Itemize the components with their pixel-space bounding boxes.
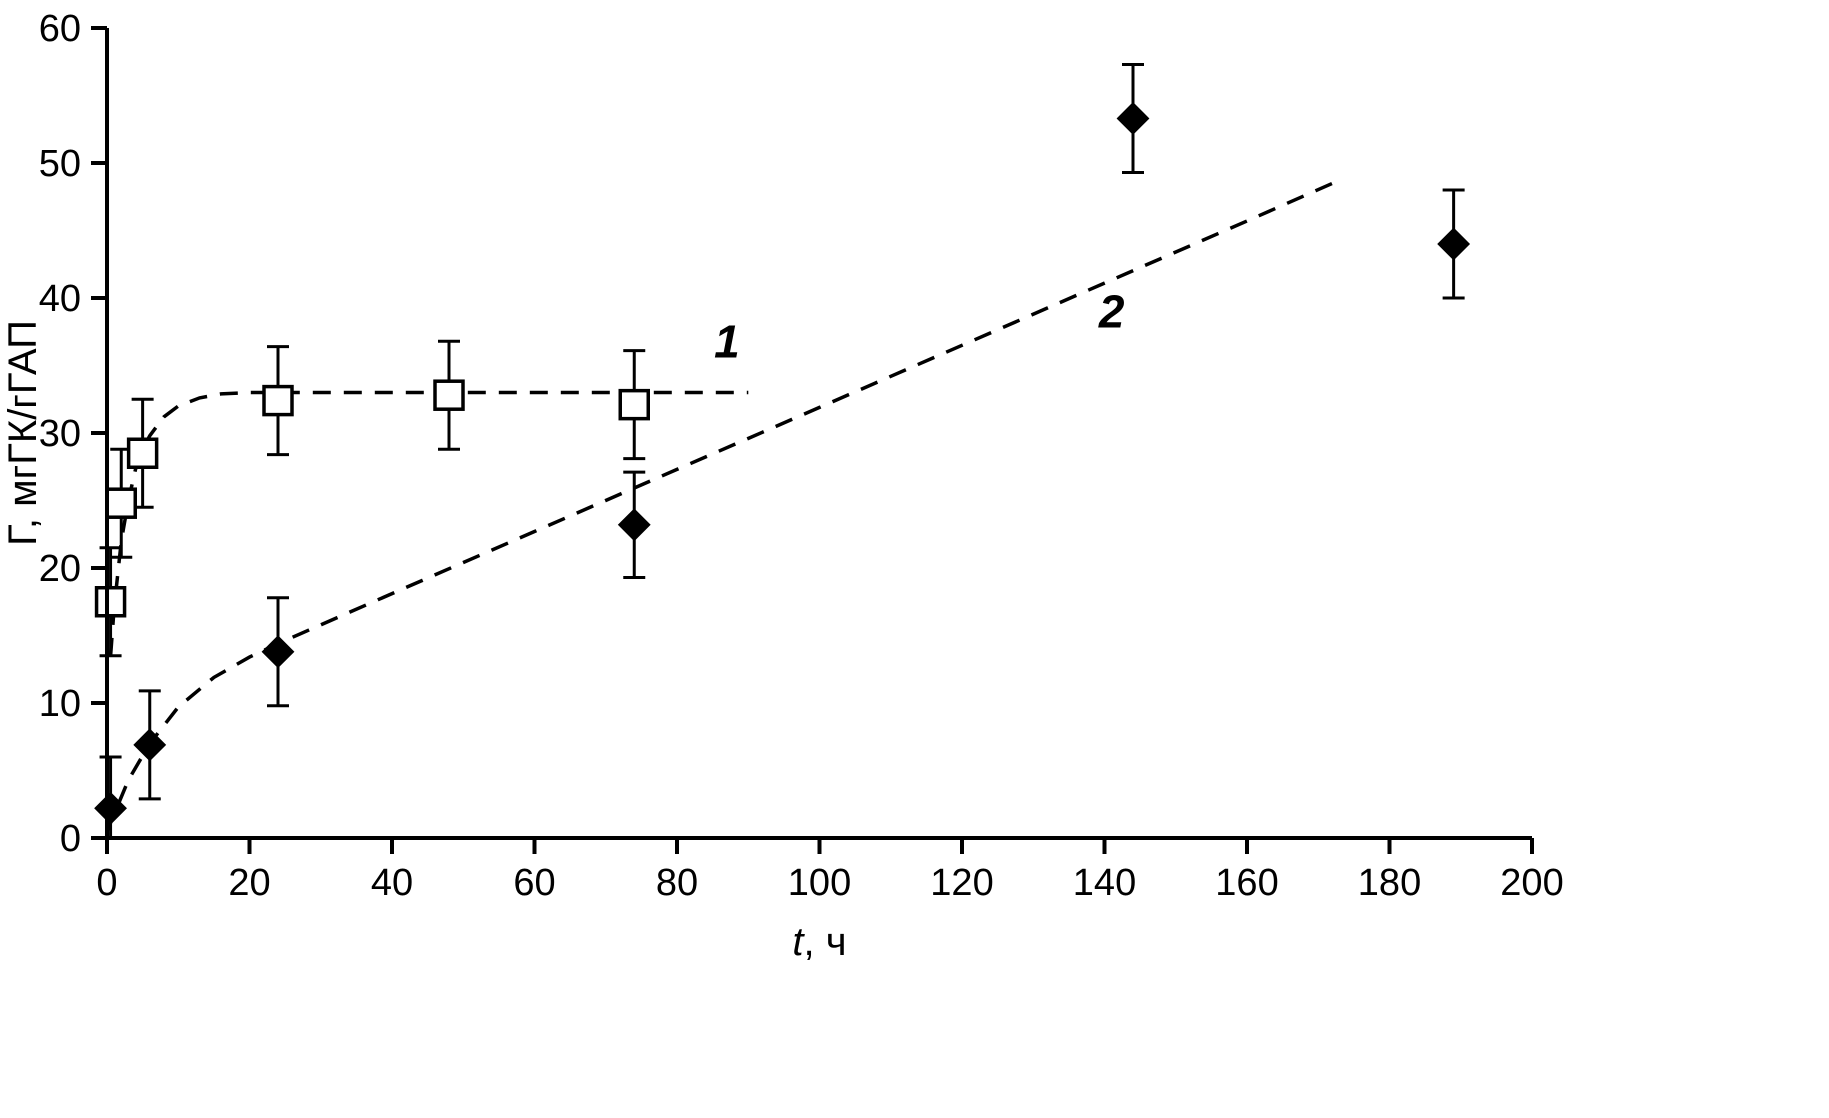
y-tick-label: 60 <box>39 8 81 50</box>
series-1-fit-curve <box>108 390 749 656</box>
series-2-fit-curve <box>105 181 1334 832</box>
series-1-marker-square <box>94 586 127 618</box>
x-tick-label: 20 <box>228 862 270 904</box>
x-axis-title: t, ч <box>792 920 846 964</box>
y-axis-title: Г, мгГК/гГАП <box>1 320 45 546</box>
series-1-marker-square <box>126 437 159 469</box>
series-2-marker-diamond <box>617 508 651 542</box>
series-1-marker-square <box>262 384 294 417</box>
x-tick-label: 0 <box>96 862 117 904</box>
series-2-marker-diamond <box>1116 102 1150 135</box>
series-1-marker-square <box>433 379 465 411</box>
x-tick-label: 100 <box>788 862 851 904</box>
y-tick-label: 10 <box>39 683 81 725</box>
series-2-label: 2 <box>1098 286 1125 338</box>
series-2-marker-diamond <box>1437 227 1471 261</box>
x-tick-label: 140 <box>1073 862 1136 904</box>
y-tick-label: 50 <box>39 143 81 185</box>
x-tick-label: 160 <box>1215 862 1278 904</box>
x-tick-label: 40 <box>371 862 413 904</box>
series-2-marker-diamond <box>261 635 295 669</box>
x-tick-label: 200 <box>1500 862 1563 904</box>
series-1-label: 1 <box>714 315 740 367</box>
series-1-marker-square <box>105 487 137 519</box>
y-tick-label: 30 <box>39 413 81 455</box>
x-tick-label: 60 <box>513 862 555 904</box>
series-2-marker-diamond <box>133 728 167 762</box>
series-2-marker-diamond <box>94 791 127 825</box>
x-tick-label: 120 <box>930 862 993 904</box>
series-1-marker-square <box>618 388 650 421</box>
x-tick-label: 180 <box>1358 862 1421 904</box>
x-tick-label: 80 <box>656 862 698 904</box>
y-tick-label: 40 <box>39 278 81 320</box>
y-tick-label: 20 <box>39 548 81 590</box>
y-tick-label: 0 <box>60 818 81 860</box>
